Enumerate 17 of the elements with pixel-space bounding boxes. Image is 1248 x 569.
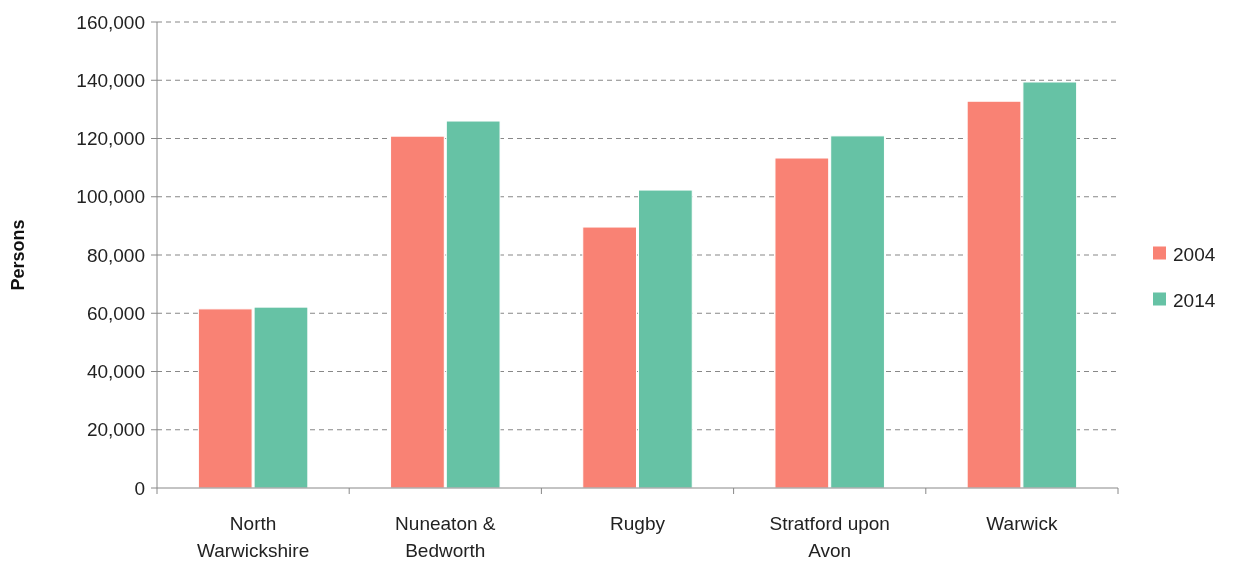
y-axis-title: Persons — [8, 219, 28, 291]
legend-label: 2004 — [1173, 244, 1216, 266]
y-tick-label: 80,000 — [86, 244, 145, 266]
y-tick-label: 60,000 — [86, 302, 145, 324]
y-tick-label: 140,000 — [76, 69, 145, 91]
legend-label: 2014 — [1173, 290, 1216, 312]
y-tick-label: 40,000 — [86, 361, 145, 383]
x-tick-label: North Warwickshire — [196, 513, 310, 561]
y-tick-label: 100,000 — [76, 186, 145, 208]
y-tick-label: 160,000 — [76, 11, 145, 33]
x-tick-label: Stratford upon Avon — [769, 513, 890, 561]
x-tick-label: Nuneaton & Bedworth — [395, 513, 496, 561]
x-tick-label: Warwick — [986, 513, 1058, 534]
y-tick-label: 20,000 — [86, 419, 145, 441]
y-tick-label: 0 — [134, 477, 145, 499]
x-tick-label: Rugby — [610, 513, 666, 534]
y-tick-label: 120,000 — [76, 128, 145, 150]
